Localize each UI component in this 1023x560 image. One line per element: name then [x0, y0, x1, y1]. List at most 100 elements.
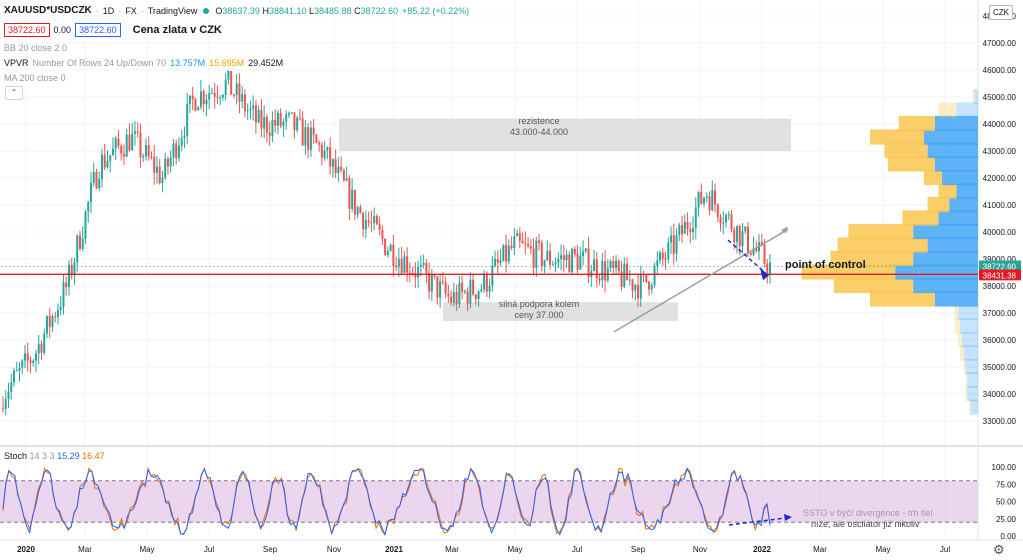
candle-body — [472, 279, 475, 295]
candle-body — [125, 134, 128, 157]
candle-body — [714, 190, 717, 205]
candle-body — [318, 142, 321, 145]
bb-legend[interactable]: BB 20 close 2 0 — [4, 43, 68, 53]
symbol-name[interactable]: XAUUSD*USDCZK — [4, 5, 92, 16]
time-tick-label: May — [507, 545, 522, 554]
vp-down-bar — [969, 399, 971, 415]
vp-down-bar — [884, 142, 928, 159]
level-price-tag-label: 38431.38 — [983, 271, 1017, 280]
data-source: TradingView — [147, 5, 198, 16]
candle-body — [672, 235, 675, 254]
candle-body — [395, 266, 398, 268]
candle-body — [617, 260, 620, 272]
vp-up-bar — [970, 399, 978, 415]
candle-body — [227, 71, 230, 80]
candle-body — [221, 94, 224, 98]
candle-body — [150, 156, 153, 158]
candle-body — [100, 154, 103, 180]
price-tick-label: 42000.00 — [983, 174, 1017, 183]
spread-value: 0.00 — [53, 25, 72, 35]
sell-button[interactable]: 38722.60 — [4, 23, 50, 37]
time-tick-label: Nov — [693, 545, 707, 554]
vp-up-bar — [974, 88, 978, 105]
candle-body — [507, 245, 510, 262]
candle-body — [23, 353, 26, 361]
candle-body — [351, 189, 354, 209]
candle-body — [529, 245, 532, 249]
candle-body — [111, 148, 114, 156]
candle-body — [279, 112, 282, 126]
vp-down-bar — [938, 102, 957, 118]
buy-button[interactable]: 38722.60 — [75, 23, 121, 37]
vp-down-bar — [902, 210, 939, 226]
candle-body — [681, 225, 684, 234]
candle-body — [452, 292, 455, 303]
interval[interactable]: 1D — [102, 5, 115, 16]
candle-body — [293, 112, 296, 131]
candle-body — [304, 127, 307, 146]
candle-body — [353, 189, 356, 215]
candle-body — [287, 112, 290, 115]
vp-up-bar — [949, 196, 978, 213]
collapse-legend-button[interactable]: ⌃ — [5, 86, 23, 100]
candle-body — [331, 159, 334, 167]
price-tick-label: 40000.00 — [983, 228, 1017, 237]
candle-body — [560, 255, 563, 259]
candle-body — [219, 97, 222, 99]
price-tick-label: 39000.00 — [983, 255, 1017, 264]
candle-body — [257, 109, 260, 123]
price-tick-label: 34000.00 — [983, 390, 1017, 399]
chart-caption: Cena zlata v CZK — [132, 24, 222, 36]
candle-body — [37, 343, 40, 354]
candle-body — [43, 333, 46, 353]
candle-body — [722, 222, 725, 224]
candle-body — [345, 178, 348, 181]
vp-down-bar — [958, 331, 962, 348]
candle-body — [653, 265, 656, 286]
ma-legend[interactable]: MA 200 close 0 — [4, 73, 66, 83]
candle-body — [595, 259, 598, 279]
candle-body — [18, 367, 21, 371]
candle-body — [73, 262, 76, 276]
candle-body — [623, 263, 626, 287]
candle-body — [4, 399, 7, 409]
vp-down-bar — [848, 223, 914, 240]
candle-body — [315, 135, 318, 143]
candle-body — [579, 256, 582, 270]
price-tick-label: 36000.00 — [983, 336, 1017, 345]
price-change: +85.22 (+0.22%) — [402, 5, 470, 16]
candle-body — [364, 220, 367, 230]
price-tick-label: 45000.00 — [983, 93, 1017, 102]
candle-body — [505, 244, 508, 262]
price-tick-label: 47000.00 — [983, 39, 1017, 48]
stoch-legend[interactable]: Stoch 14 3 3 15.29 16.47 — [4, 451, 105, 461]
separator: · — [140, 5, 144, 16]
candle-body — [576, 254, 579, 270]
candle-body — [378, 224, 381, 231]
candle-body — [249, 108, 252, 111]
vp-down-bar — [870, 129, 924, 145]
currency-button[interactable]: CZK — [989, 5, 1013, 20]
vp-up-bar — [913, 223, 978, 240]
candle-body — [725, 215, 728, 223]
candle-body — [348, 178, 351, 209]
candle-body — [609, 261, 612, 268]
stoch-params: 14 3 3 — [29, 451, 55, 461]
candle-body — [598, 278, 601, 281]
level-price-tag — [979, 269, 1021, 281]
candle-body — [444, 282, 447, 294]
candle-body — [670, 235, 673, 243]
candle-body — [276, 112, 279, 126]
candle-body — [359, 207, 362, 213]
candle-body — [763, 244, 766, 264]
gear-icon[interactable]: ⚙ — [993, 542, 1005, 557]
candle-body — [109, 155, 112, 161]
candle-body — [760, 242, 763, 245]
symbol-legend: XAUUSD*USDCZK · 1D · FX · TradingView O3… — [4, 5, 469, 16]
candle-body — [164, 158, 167, 178]
vpvr-up: 13.757M — [170, 58, 206, 68]
candle-body — [648, 281, 651, 290]
vpvr-legend[interactable]: VPVR Number Of Rows 24 Up/Down 70 13.757… — [4, 58, 283, 68]
